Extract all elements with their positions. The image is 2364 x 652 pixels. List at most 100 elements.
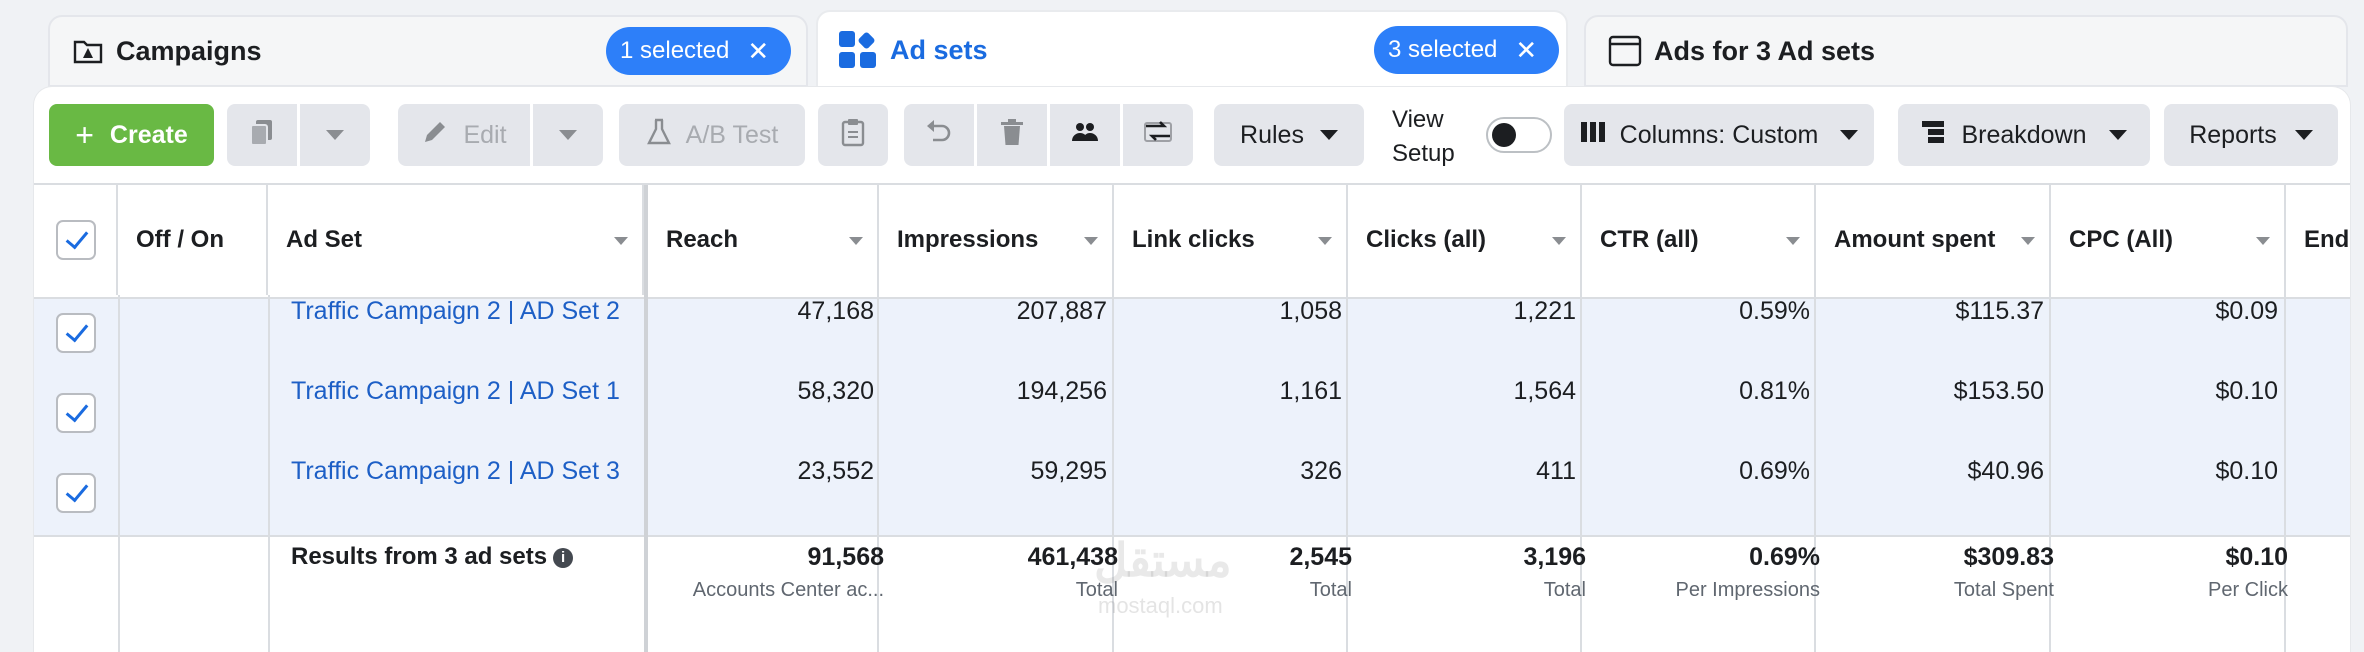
clipboard-icon xyxy=(840,117,866,154)
chevron-down-icon xyxy=(326,130,344,140)
header-select-all xyxy=(34,185,118,295)
column-header-cpc-all[interactable]: CPC (All) xyxy=(2051,185,2286,295)
summary-ctr: 0.69% xyxy=(1749,543,1820,571)
clear-selection-close-icon[interactable]: ✕ xyxy=(747,36,770,66)
duplicate-dropdown-button[interactable] xyxy=(300,104,370,166)
cpc-value: $0.10 xyxy=(2215,457,2278,485)
selected-rows-background xyxy=(34,297,2350,537)
chevron-down-icon xyxy=(1840,130,1859,140)
summary-clicks-all-sub: Total xyxy=(1543,579,1586,601)
chevron-down-icon xyxy=(2294,130,2313,140)
clear-selection-close-icon[interactable]: ✕ xyxy=(1515,35,1538,65)
column-header-ends[interactable]: Ends xyxy=(2286,185,2350,295)
column-header-reach[interactable]: Reach xyxy=(648,185,879,295)
row-checkbox[interactable] xyxy=(56,473,96,513)
tab-campaigns-label: Campaigns xyxy=(116,35,262,66)
sort-caret-icon[interactable] xyxy=(614,237,628,245)
column-header-link-clicks[interactable]: Link clicks xyxy=(1114,185,1348,295)
ad-set-name-link[interactable]: Traffic Campaign 2 | AD Set 3 xyxy=(291,457,620,485)
column-divider xyxy=(118,185,120,652)
share-button[interactable] xyxy=(1123,104,1193,166)
summary-reach: 91,568 xyxy=(807,543,884,571)
column-divider xyxy=(1112,185,1114,652)
column-header-off-on[interactable]: Off / On xyxy=(118,185,268,295)
select-all-checkbox[interactable] xyxy=(56,220,96,260)
create-label: Create xyxy=(109,120,188,149)
row-checkbox[interactable] xyxy=(56,393,96,433)
campaigns-selected-count: 1 selected xyxy=(620,37,730,64)
watermark-arabic: مستقل xyxy=(1094,534,1232,586)
column-header-impressions[interactable]: Impressions xyxy=(879,185,1114,295)
amount-spent-value: $153.50 xyxy=(1953,377,2044,405)
pencil-icon xyxy=(421,118,449,153)
column-header-ctr-all[interactable]: CTR (all) xyxy=(1582,185,1816,295)
column-divider xyxy=(1814,185,1816,652)
chevron-down-icon xyxy=(559,130,577,140)
clipboard-button[interactable] xyxy=(818,104,888,166)
undo-button[interactable] xyxy=(904,104,974,166)
column-header-amount-spent[interactable]: Amount spent xyxy=(1816,185,2051,295)
edit-dropdown-button[interactable] xyxy=(533,104,603,166)
summary-reach-sub: Accounts Center ac... xyxy=(692,579,884,601)
clicks-all-value: 411 xyxy=(1536,457,1576,485)
sort-caret-icon[interactable] xyxy=(1084,237,1098,245)
columns-button[interactable]: Columns: Custom xyxy=(1564,104,1874,166)
duplicate-icon xyxy=(247,117,277,154)
people-icon xyxy=(1070,117,1100,154)
duplicate-button[interactable] xyxy=(227,104,297,166)
campaigns-selected-badge[interactable]: 1 selected ✕ xyxy=(606,27,792,75)
summary-label: Results from 3 ad sets i xyxy=(291,543,574,571)
column-divider xyxy=(877,185,879,652)
cpc-value: $0.10 xyxy=(2215,377,2278,405)
summary-amount-spent: $309.83 xyxy=(1963,543,2054,571)
ad-sets-grid-icon xyxy=(838,30,878,70)
breakdown-button[interactable]: Breakdown xyxy=(1898,104,2150,166)
sort-caret-icon[interactable] xyxy=(1318,237,1332,245)
sort-caret-icon[interactable] xyxy=(1786,237,1800,245)
column-divider xyxy=(2049,185,2051,652)
summary-amount-spent-sub: Total Spent xyxy=(1953,579,2054,601)
sort-caret-icon[interactable] xyxy=(849,237,863,245)
rules-button[interactable]: Rules xyxy=(1214,104,1364,166)
tab-ads-label: Ads for 3 Ad sets xyxy=(1654,35,1876,66)
column-header-ad-set[interactable]: Ad Set xyxy=(268,185,644,295)
ad-set-name-link[interactable]: Traffic Campaign 2 | AD Set 1 xyxy=(291,377,620,405)
summary-link-clicks: 2,545 xyxy=(1289,543,1352,571)
create-button[interactable]: + Create xyxy=(49,104,214,166)
sort-caret-icon[interactable] xyxy=(2021,237,2035,245)
impressions-value: 59,295 xyxy=(1030,457,1107,485)
ab-test-button[interactable]: A/B Test xyxy=(619,104,805,166)
sort-caret-icon[interactable] xyxy=(1552,237,1566,245)
column-header-clicks-all[interactable]: Clicks (all) xyxy=(1348,185,1582,295)
tab-ads[interactable]: Ads for 3 Ad sets xyxy=(1584,15,2348,87)
tab-ad-sets[interactable]: Ad sets 3 selected ✕ xyxy=(816,10,1568,90)
summary-impressions: 461,438 xyxy=(1027,543,1118,571)
delete-button[interactable] xyxy=(977,104,1047,166)
summary-label-text: Results from 3 ad sets xyxy=(291,543,548,570)
summary-cpc-sub: Per Click xyxy=(2207,579,2288,601)
breakdown-label: Breakdown xyxy=(1961,120,2087,149)
sort-caret-icon[interactable] xyxy=(2256,237,2270,245)
audience-button[interactable] xyxy=(1050,104,1120,166)
undo-icon xyxy=(924,117,954,154)
reports-label: Reports xyxy=(2189,120,2277,149)
chevron-down-icon xyxy=(1319,130,1338,140)
trash-icon xyxy=(999,117,1025,154)
row-checkbox[interactable] xyxy=(56,313,96,353)
impressions-value: 207,887 xyxy=(1016,297,1107,325)
view-setup-toggle[interactable] xyxy=(1486,117,1552,153)
ad-set-name-link[interactable]: Traffic Campaign 2 | AD Set 2 xyxy=(291,297,620,325)
frozen-column-divider xyxy=(644,185,648,652)
column-header-label: Clicks (all) xyxy=(1366,226,1487,253)
ab-test-label: A/B Test xyxy=(685,120,779,149)
info-icon[interactable]: i xyxy=(553,548,574,568)
ad-sets-selected-badge[interactable]: 3 selected ✕ xyxy=(1374,26,1560,74)
amount-spent-value: $115.37 xyxy=(1955,297,2044,325)
ad-sets-selected-count: 3 selected xyxy=(1388,36,1498,63)
reports-button[interactable]: Reports xyxy=(2164,104,2338,166)
column-header-label: Ends xyxy=(2304,226,2350,253)
column-divider xyxy=(1580,185,1582,652)
edit-button[interactable]: Edit xyxy=(398,104,530,166)
chevron-down-icon xyxy=(2108,130,2127,140)
tab-campaigns[interactable]: Campaigns 1 selected ✕ xyxy=(48,15,808,87)
